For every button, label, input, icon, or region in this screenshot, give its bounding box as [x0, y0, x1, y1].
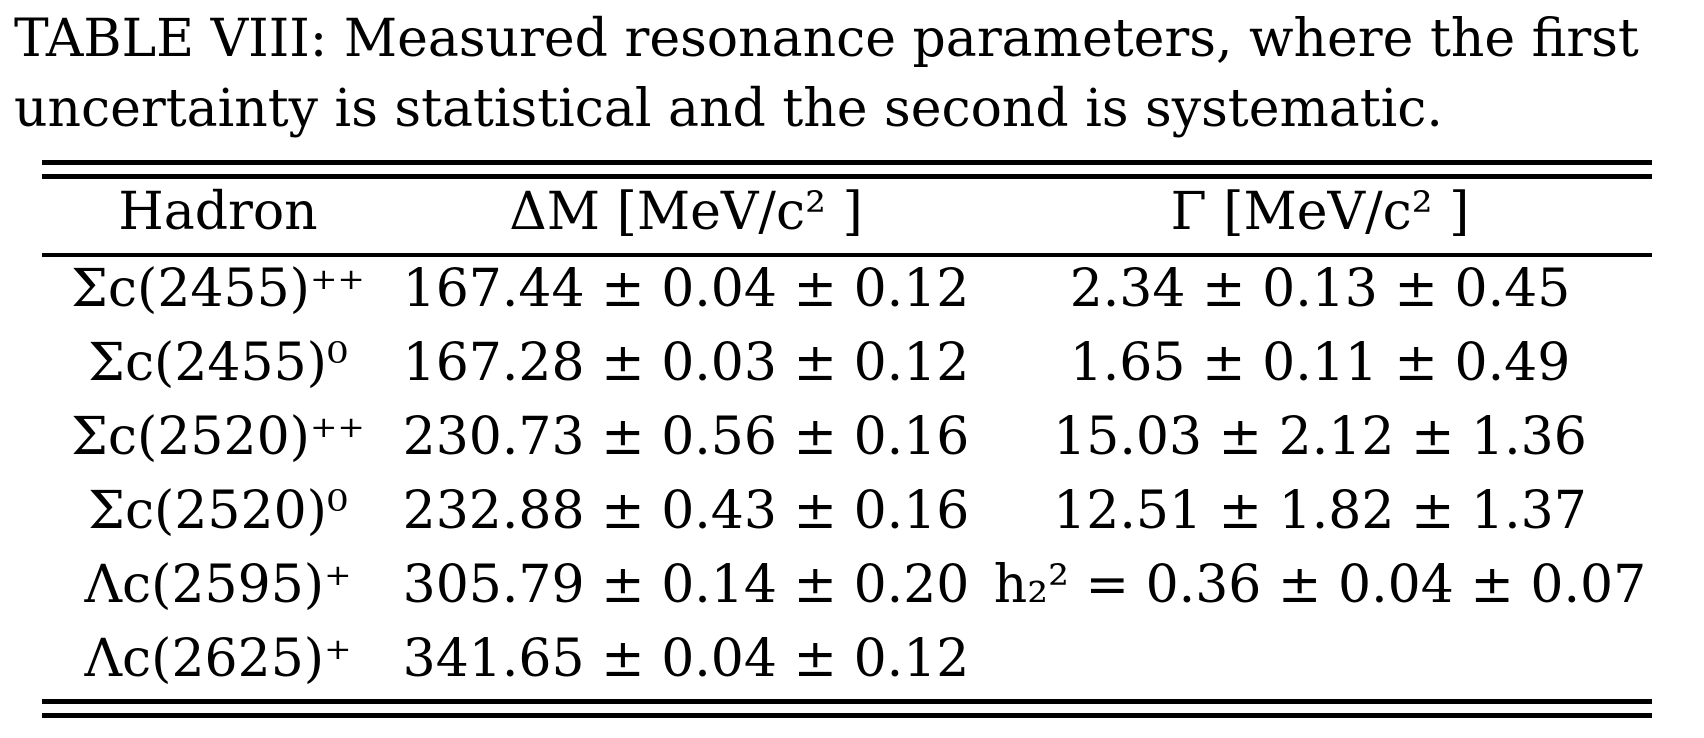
bottom-rule-upper [42, 699, 1652, 704]
cell-hadron: Λc(2595)⁺ [84, 555, 352, 615]
bottom-rule-lower [42, 713, 1652, 718]
cell-delta-m: 341.65 ± 0.04 ± 0.12 [402, 629, 970, 689]
header-rule [42, 253, 1652, 257]
cell-hadron: Σc(2455)⁰ [88, 333, 348, 393]
cell-gamma: 12.51 ± 1.82 ± 1.37 [1053, 481, 1587, 541]
table-caption: TABLE VIII: Measured resonance parameter… [14, 4, 1694, 144]
cell-delta-m: 167.44 ± 0.04 ± 0.12 [402, 259, 970, 319]
top-rule-upper [42, 160, 1652, 165]
header-delta-m: ΔM [MeV/c² ] [509, 182, 863, 242]
cell-delta-m: 167.28 ± 0.03 ± 0.12 [402, 333, 970, 393]
cell-delta-m: 232.88 ± 0.43 ± 0.16 [402, 481, 970, 541]
caption-line-2: uncertainty is statistical and the secon… [14, 79, 1443, 139]
caption-line-1: TABLE VIII: Measured resonance parameter… [14, 9, 1639, 69]
cell-delta-m: 230.73 ± 0.56 ± 0.16 [402, 407, 970, 467]
cell-gamma: h₂² = 0.36 ± 0.04 ± 0.07 [993, 555, 1647, 615]
cell-gamma: 1.65 ± 0.11 ± 0.49 [1069, 333, 1571, 393]
cell-gamma: 15.03 ± 2.12 ± 1.36 [1053, 407, 1587, 467]
header-gamma: Γ [MeV/c² ] [1170, 182, 1470, 242]
cell-hadron: Λc(2625)⁺ [84, 629, 352, 689]
cell-hadron: Σc(2520)⁺⁺ [71, 407, 365, 467]
top-rule-lower [42, 174, 1652, 179]
cell-delta-m: 305.79 ± 0.14 ± 0.20 [402, 555, 970, 615]
cell-gamma: 2.34 ± 0.13 ± 0.45 [1069, 259, 1571, 319]
cell-hadron: Σc(2455)⁺⁺ [71, 259, 365, 319]
header-hadron: Hadron [118, 182, 318, 242]
cell-hadron: Σc(2520)⁰ [88, 481, 348, 541]
